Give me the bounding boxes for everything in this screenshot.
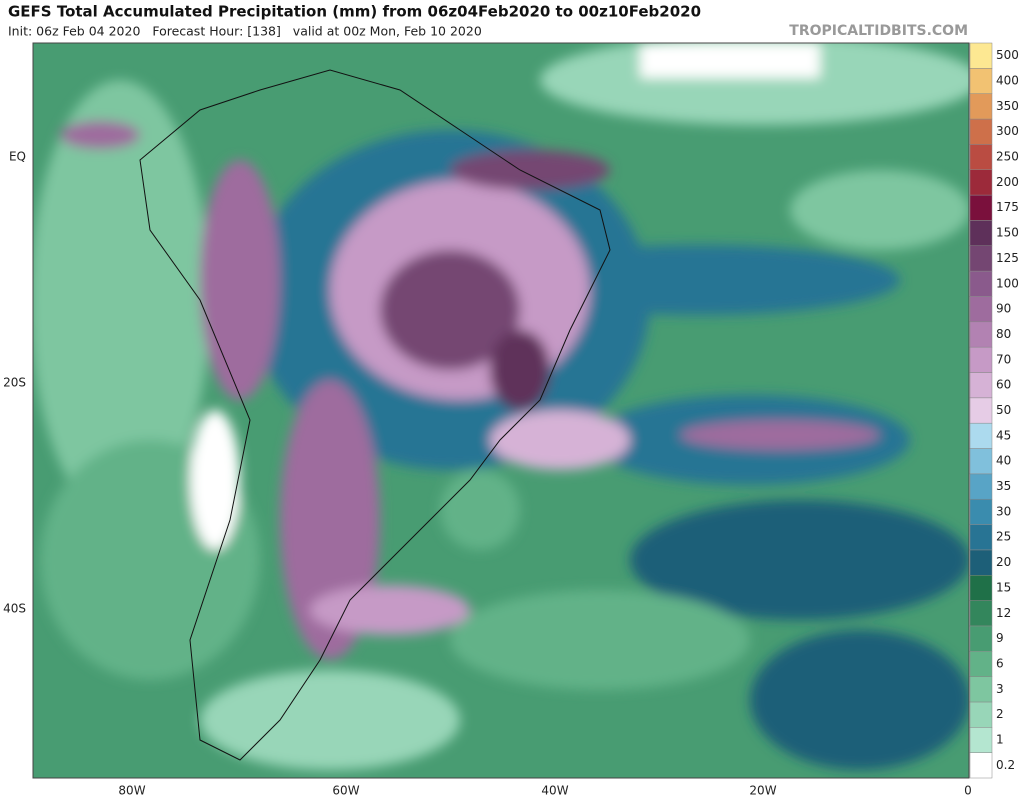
colorbar-swatch: [969, 651, 993, 677]
colorbar-label: 9: [996, 631, 1004, 645]
colorbar-label: 12: [996, 606, 1011, 620]
colorbar-swatch: [969, 372, 993, 399]
colorbar-label: 0.2: [996, 758, 1015, 772]
colorbar-swatch: [969, 144, 993, 170]
colorbar-swatch: [969, 473, 993, 500]
colorbar-swatch: [969, 422, 993, 449]
colorbar-swatch: [969, 220, 993, 247]
colorbar-label: 35: [996, 479, 1011, 493]
colorbar-swatch: [969, 296, 993, 323]
colorbar-swatch: [969, 498, 993, 525]
colorbar-swatch: [969, 727, 993, 753]
colorbar-label: 90: [996, 302, 1011, 316]
colorbar-label: 20: [996, 555, 1011, 569]
colorbar-label: 45: [996, 428, 1011, 442]
colorbar-label: 500: [996, 48, 1019, 62]
colorbar-label: 1: [996, 732, 1004, 746]
lat-label: 40S: [3, 602, 26, 616]
colorbar-label: 25: [996, 530, 1011, 544]
colorbar-swatch: [969, 549, 993, 576]
colorbar-swatch: [969, 194, 993, 221]
colorbar-label: 175: [996, 200, 1019, 214]
colorbar-swatch: [969, 574, 993, 601]
colorbar-label: 350: [996, 99, 1019, 113]
colorbar-label: 40: [996, 454, 1011, 468]
colorbar-label: 100: [996, 276, 1019, 290]
colorbar-swatch: [969, 397, 993, 424]
colorbar-swatch: [969, 676, 993, 703]
colorbar-swatch: [969, 245, 993, 272]
colorbar-swatch: [969, 625, 993, 652]
colorbar-label: 50: [996, 403, 1011, 417]
colorbar-label: 70: [996, 352, 1011, 366]
colorbar-swatch: [969, 270, 993, 297]
colorbar-label: 2: [996, 707, 1004, 721]
colorbar-label: 15: [996, 580, 1011, 594]
colorbar-swatch: [969, 752, 993, 779]
map-frame: [32, 42, 970, 779]
colorbar-label: 125: [996, 251, 1019, 265]
colorbar-label: 60: [996, 378, 1011, 392]
lon-label: 0: [964, 784, 972, 798]
colorbar-label: 250: [996, 150, 1019, 164]
colorbar-label: 200: [996, 175, 1019, 189]
colorbar-swatch: [969, 524, 993, 551]
colorbar-swatch: [969, 169, 993, 196]
coastline: [139, 69, 611, 761]
colorbar-swatch: [969, 118, 993, 145]
brand: TROPICALTIDBITS.COM: [789, 23, 968, 39]
precip-field: [33, 43, 969, 778]
colorbar-label: 6: [996, 656, 1004, 670]
colorbar-swatch: [969, 346, 993, 373]
colorbar-swatch: [969, 600, 993, 627]
colorbar-label: 150: [996, 226, 1019, 240]
colorbar-label: 30: [996, 504, 1011, 518]
colorbar-swatch: [969, 321, 993, 348]
colorbar-label: 300: [996, 124, 1019, 138]
colorbar-label: 3: [996, 682, 1004, 696]
colorbar-label: 400: [996, 74, 1019, 88]
colorbar-label: 80: [996, 327, 1011, 341]
lat-label: 20S: [3, 376, 26, 390]
colorbar-swatch: [969, 68, 993, 94]
lat-label: EQ: [9, 150, 26, 164]
colorbar-swatch: [969, 701, 993, 728]
colorbar-swatch: [969, 93, 993, 120]
title: GEFS Total Accumulated Precipitation (mm…: [8, 3, 701, 21]
lon-label: 80W: [118, 784, 145, 798]
lon-label: 40W: [541, 784, 568, 798]
colorbar-swatch: [969, 448, 993, 475]
colorbar-swatch: [969, 42, 993, 69]
lon-label: 20W: [749, 784, 776, 798]
subtitle: Init: 06z Feb 04 2020 Forecast Hour: [13…: [8, 24, 482, 39]
lon-label: 60W: [332, 784, 359, 798]
